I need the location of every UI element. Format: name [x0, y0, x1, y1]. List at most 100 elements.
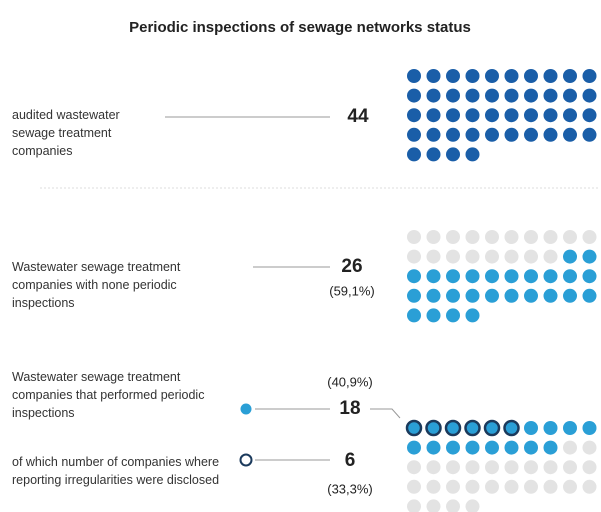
dot [504, 288, 519, 303]
dot [543, 288, 558, 303]
dot [543, 421, 558, 435]
dot [485, 69, 499, 83]
dot [504, 127, 519, 142]
label: Wastewater sewage treatment companies wi… [12, 260, 181, 310]
chart-title: Periodic inspections of sewage networks … [129, 19, 471, 36]
dot [582, 69, 597, 83]
dot [504, 269, 519, 284]
dot [524, 108, 538, 123]
dot [543, 440, 558, 455]
dot [524, 421, 538, 435]
share-label: (33,3%) [327, 481, 373, 496]
dot [465, 288, 480, 303]
dot [582, 421, 597, 435]
dot [446, 249, 460, 264]
dot [524, 69, 538, 83]
dot [407, 308, 421, 323]
dot [524, 269, 538, 284]
dot [543, 269, 558, 284]
dot [426, 88, 441, 103]
dot [407, 269, 421, 284]
dot [446, 69, 460, 83]
dot [407, 147, 421, 162]
dot [563, 88, 577, 103]
dot [485, 460, 499, 475]
dot [446, 440, 460, 455]
dot [563, 127, 577, 142]
value-label: 44 [347, 106, 369, 127]
dot [446, 499, 460, 512]
dot [407, 230, 421, 244]
dot [543, 479, 558, 494]
dot [582, 88, 597, 103]
dot [446, 88, 460, 103]
dot [426, 499, 441, 512]
dot [504, 440, 519, 455]
dot [503, 419, 520, 437]
dot [426, 108, 441, 123]
dot [543, 88, 558, 103]
dot [524, 249, 538, 264]
dot [444, 419, 462, 437]
dot [524, 230, 538, 244]
value-label: 6 [345, 450, 356, 471]
dot [504, 460, 519, 475]
dot [563, 460, 577, 475]
dot [485, 269, 499, 284]
legend-dot [240, 403, 252, 415]
dot [426, 288, 441, 303]
share-label: (40,9%) [327, 374, 373, 389]
dot [543, 249, 558, 264]
dot [425, 419, 442, 437]
dot [407, 499, 421, 512]
dot [524, 440, 538, 455]
dot [582, 127, 597, 142]
dot [446, 108, 460, 123]
dot [543, 69, 558, 83]
dot [563, 108, 577, 123]
dot [465, 249, 480, 264]
dot [524, 127, 538, 142]
dot [465, 479, 480, 494]
dot [485, 230, 499, 244]
dot [504, 88, 519, 103]
dot [446, 479, 460, 494]
dot [446, 230, 460, 244]
dot [582, 440, 597, 455]
value-label: 26 [341, 256, 362, 277]
dot [485, 440, 499, 455]
dot [407, 479, 421, 494]
dot [446, 269, 460, 284]
dot [504, 69, 519, 83]
dot [524, 288, 538, 303]
dot [464, 419, 481, 437]
dot [426, 230, 441, 244]
dot [485, 249, 499, 264]
label: Wastewater sewage treatment companies th… [12, 370, 205, 420]
dot [563, 230, 577, 244]
value-label: 18 [339, 398, 360, 419]
dot [582, 479, 597, 494]
dot [485, 479, 499, 494]
dot [563, 440, 577, 455]
legend-dot [239, 453, 253, 467]
share-label: (59,1%) [329, 283, 375, 298]
dot [563, 269, 577, 284]
dot [582, 108, 597, 123]
dot [465, 308, 480, 323]
dot [465, 269, 480, 284]
dot [426, 479, 441, 494]
dot [407, 88, 421, 103]
dot [582, 249, 597, 264]
dot [582, 230, 597, 244]
dot [485, 288, 499, 303]
dot [446, 460, 460, 475]
dot [465, 230, 480, 244]
dot [582, 460, 597, 475]
dot [504, 479, 519, 494]
dot [543, 127, 558, 142]
dot [426, 269, 441, 284]
leader-line [370, 408, 401, 419]
dot [504, 230, 519, 244]
